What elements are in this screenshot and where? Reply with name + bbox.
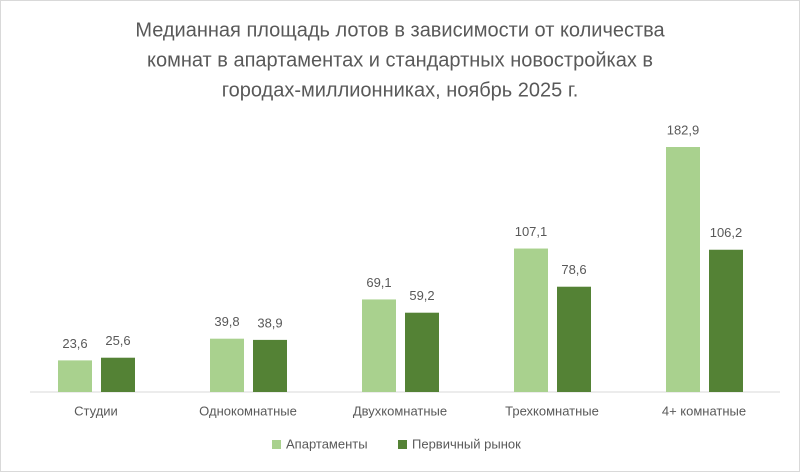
x-tick-label: Однокомнатные — [199, 403, 297, 418]
value-label: 182,9 — [667, 122, 700, 137]
value-label: 25,6 — [105, 333, 130, 348]
value-label: 69,1 — [366, 275, 391, 290]
value-label: 23,6 — [62, 336, 87, 351]
bar — [557, 286, 591, 392]
value-label: 78,6 — [561, 262, 586, 277]
value-label: 38,9 — [257, 315, 282, 330]
value-label: 107,1 — [515, 224, 548, 239]
value-label: 59,2 — [409, 288, 434, 303]
bar — [101, 357, 135, 392]
chart-title: комнат в апартаментах и стандартных ново… — [147, 49, 653, 71]
legend-label: Апартаменты — [286, 436, 368, 451]
legend-swatch — [398, 440, 407, 449]
bar — [514, 248, 548, 392]
x-tick-label: Студии — [74, 403, 118, 418]
bar — [405, 312, 439, 392]
value-label: 106,2 — [710, 225, 743, 240]
x-tick-label: Трехкомнатные — [505, 403, 599, 418]
x-tick-label: 4+ комнатные — [662, 403, 746, 418]
bar — [58, 360, 92, 392]
bar — [253, 339, 287, 392]
bar — [362, 299, 396, 392]
chart-title: городах-миллионниках, ноябрь 2025 г. — [222, 79, 579, 101]
chart-title: Медианная площадь лотов в зависимости от… — [135, 19, 665, 41]
legend-label: Первичный рынок — [412, 436, 521, 451]
bar — [666, 147, 700, 392]
value-label: 39,8 — [214, 314, 239, 329]
x-tick-label: Двухкомнатные — [353, 403, 447, 418]
bar — [210, 338, 244, 392]
bar — [709, 249, 743, 392]
legend-swatch — [272, 440, 281, 449]
